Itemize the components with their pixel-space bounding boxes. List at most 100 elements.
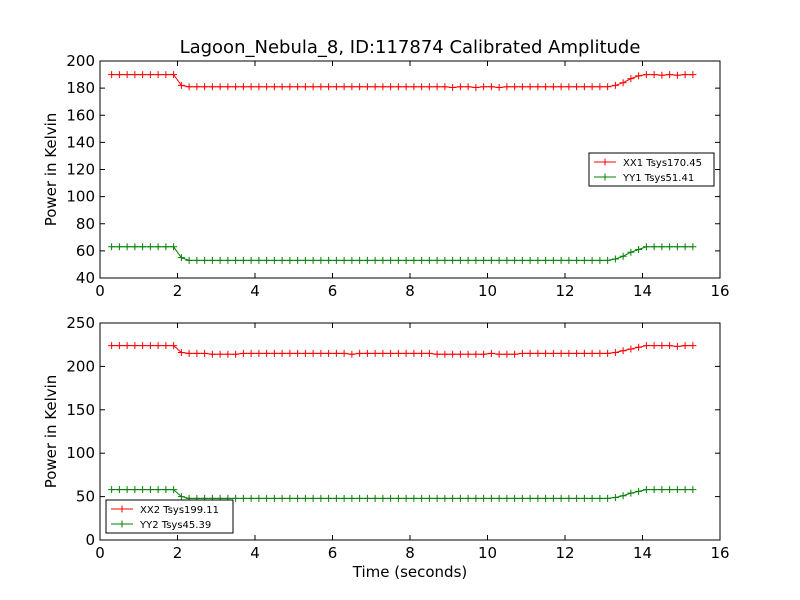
data-point: [317, 349, 325, 357]
data-point: [588, 83, 596, 91]
data-point: [418, 494, 426, 502]
data-point: [108, 71, 116, 79]
data-point: [580, 256, 588, 264]
data-point: [542, 256, 550, 264]
data-point: [340, 349, 348, 357]
data-point: [402, 256, 410, 264]
data-point: [208, 83, 216, 91]
legend-entry-label: YY2 Tsys45.39: [139, 520, 211, 531]
series-line: [111, 489, 693, 499]
data-point: [294, 494, 302, 502]
data-point: [611, 255, 619, 263]
series-1: [108, 342, 697, 358]
data-point: [270, 349, 278, 357]
data-point: [348, 494, 356, 502]
bottom-chart: 0 2 4 6 8 10 12 14 16 0 50 100 150 200 250 Power in Kel…: [42, 314, 730, 581]
legend-entry-label: XX1 Tsys170.45: [623, 158, 702, 169]
data-point: [604, 83, 612, 91]
data-point: [596, 349, 604, 357]
data-point: [673, 243, 681, 251]
data-point: [371, 256, 379, 264]
data-point: [201, 83, 209, 91]
data-point: [573, 349, 581, 357]
data-point: [573, 256, 581, 264]
data-point: [418, 83, 426, 91]
data-point: [177, 349, 185, 357]
data-point: [115, 71, 123, 79]
data-point: [278, 256, 286, 264]
data-point: [170, 71, 178, 79]
data-point: [301, 349, 309, 357]
data-point: [170, 342, 178, 350]
data-point: [286, 256, 294, 264]
data-point: [449, 256, 457, 264]
x-tick-label: 8: [405, 544, 415, 562]
data-point: [301, 494, 309, 502]
data-point: [480, 256, 488, 264]
data-point: [108, 342, 116, 350]
data-point: [425, 349, 433, 357]
data-point: [224, 350, 232, 358]
data-point: [549, 494, 557, 502]
legend-swatch-marker: [601, 173, 609, 181]
data-point: [441, 350, 449, 358]
data-point: [139, 342, 147, 350]
data-point: [666, 486, 674, 494]
data-point: [317, 83, 325, 91]
data-point: [185, 83, 193, 91]
data-point: [356, 256, 364, 264]
data-point: [278, 494, 286, 502]
data-point: [394, 494, 402, 502]
series-line: [111, 345, 693, 355]
data-point: [511, 494, 519, 502]
data-point: [177, 81, 185, 89]
data-point: [208, 256, 216, 264]
data-point: [511, 350, 519, 358]
data-point: [464, 256, 472, 264]
data-point: [356, 494, 364, 502]
data-point: [619, 252, 627, 260]
data-point: [402, 349, 410, 357]
data-point: [557, 494, 565, 502]
data-point: [673, 486, 681, 494]
data-point: [619, 492, 627, 500]
data-point: [518, 494, 526, 502]
y-tick-label: 180: [66, 79, 95, 97]
data-point: [247, 256, 255, 264]
data-point: [278, 83, 286, 91]
data-point: [139, 243, 147, 251]
data-point: [309, 83, 317, 91]
y-tick-label: 140: [66, 133, 95, 151]
legend: XX1 Tsys170.45 YY1 Tsys51.41: [588, 152, 715, 187]
data-point: [449, 83, 457, 91]
data-point: [565, 494, 573, 502]
data-point: [216, 83, 224, 91]
data-point: [154, 243, 162, 251]
data-point: [635, 246, 643, 254]
y-tick-label: 250: [66, 314, 95, 332]
data-point: [317, 494, 325, 502]
data-point: [177, 493, 185, 501]
data-point: [356, 83, 364, 91]
data-point: [263, 83, 271, 91]
data-point: [255, 494, 263, 502]
data-point: [201, 349, 209, 357]
data-point: [286, 494, 294, 502]
data-point: [115, 243, 123, 251]
data-point: [379, 83, 387, 91]
data-point: [681, 71, 689, 79]
data-point: [325, 494, 333, 502]
data-point: [565, 256, 573, 264]
data-point: [642, 71, 650, 79]
data-point: [526, 494, 534, 502]
data-point: [511, 256, 519, 264]
x-tick-label: 16: [710, 282, 729, 300]
data-point: [503, 494, 511, 502]
data-point: [325, 256, 333, 264]
y-tick-label: 0: [85, 531, 95, 549]
legend-swatch-marker: [118, 505, 126, 513]
data-point: [480, 83, 488, 91]
y-axis-label: Power in Kelvin: [42, 113, 60, 227]
legend-entry-label: XX2 Tsys199.11: [140, 505, 219, 516]
